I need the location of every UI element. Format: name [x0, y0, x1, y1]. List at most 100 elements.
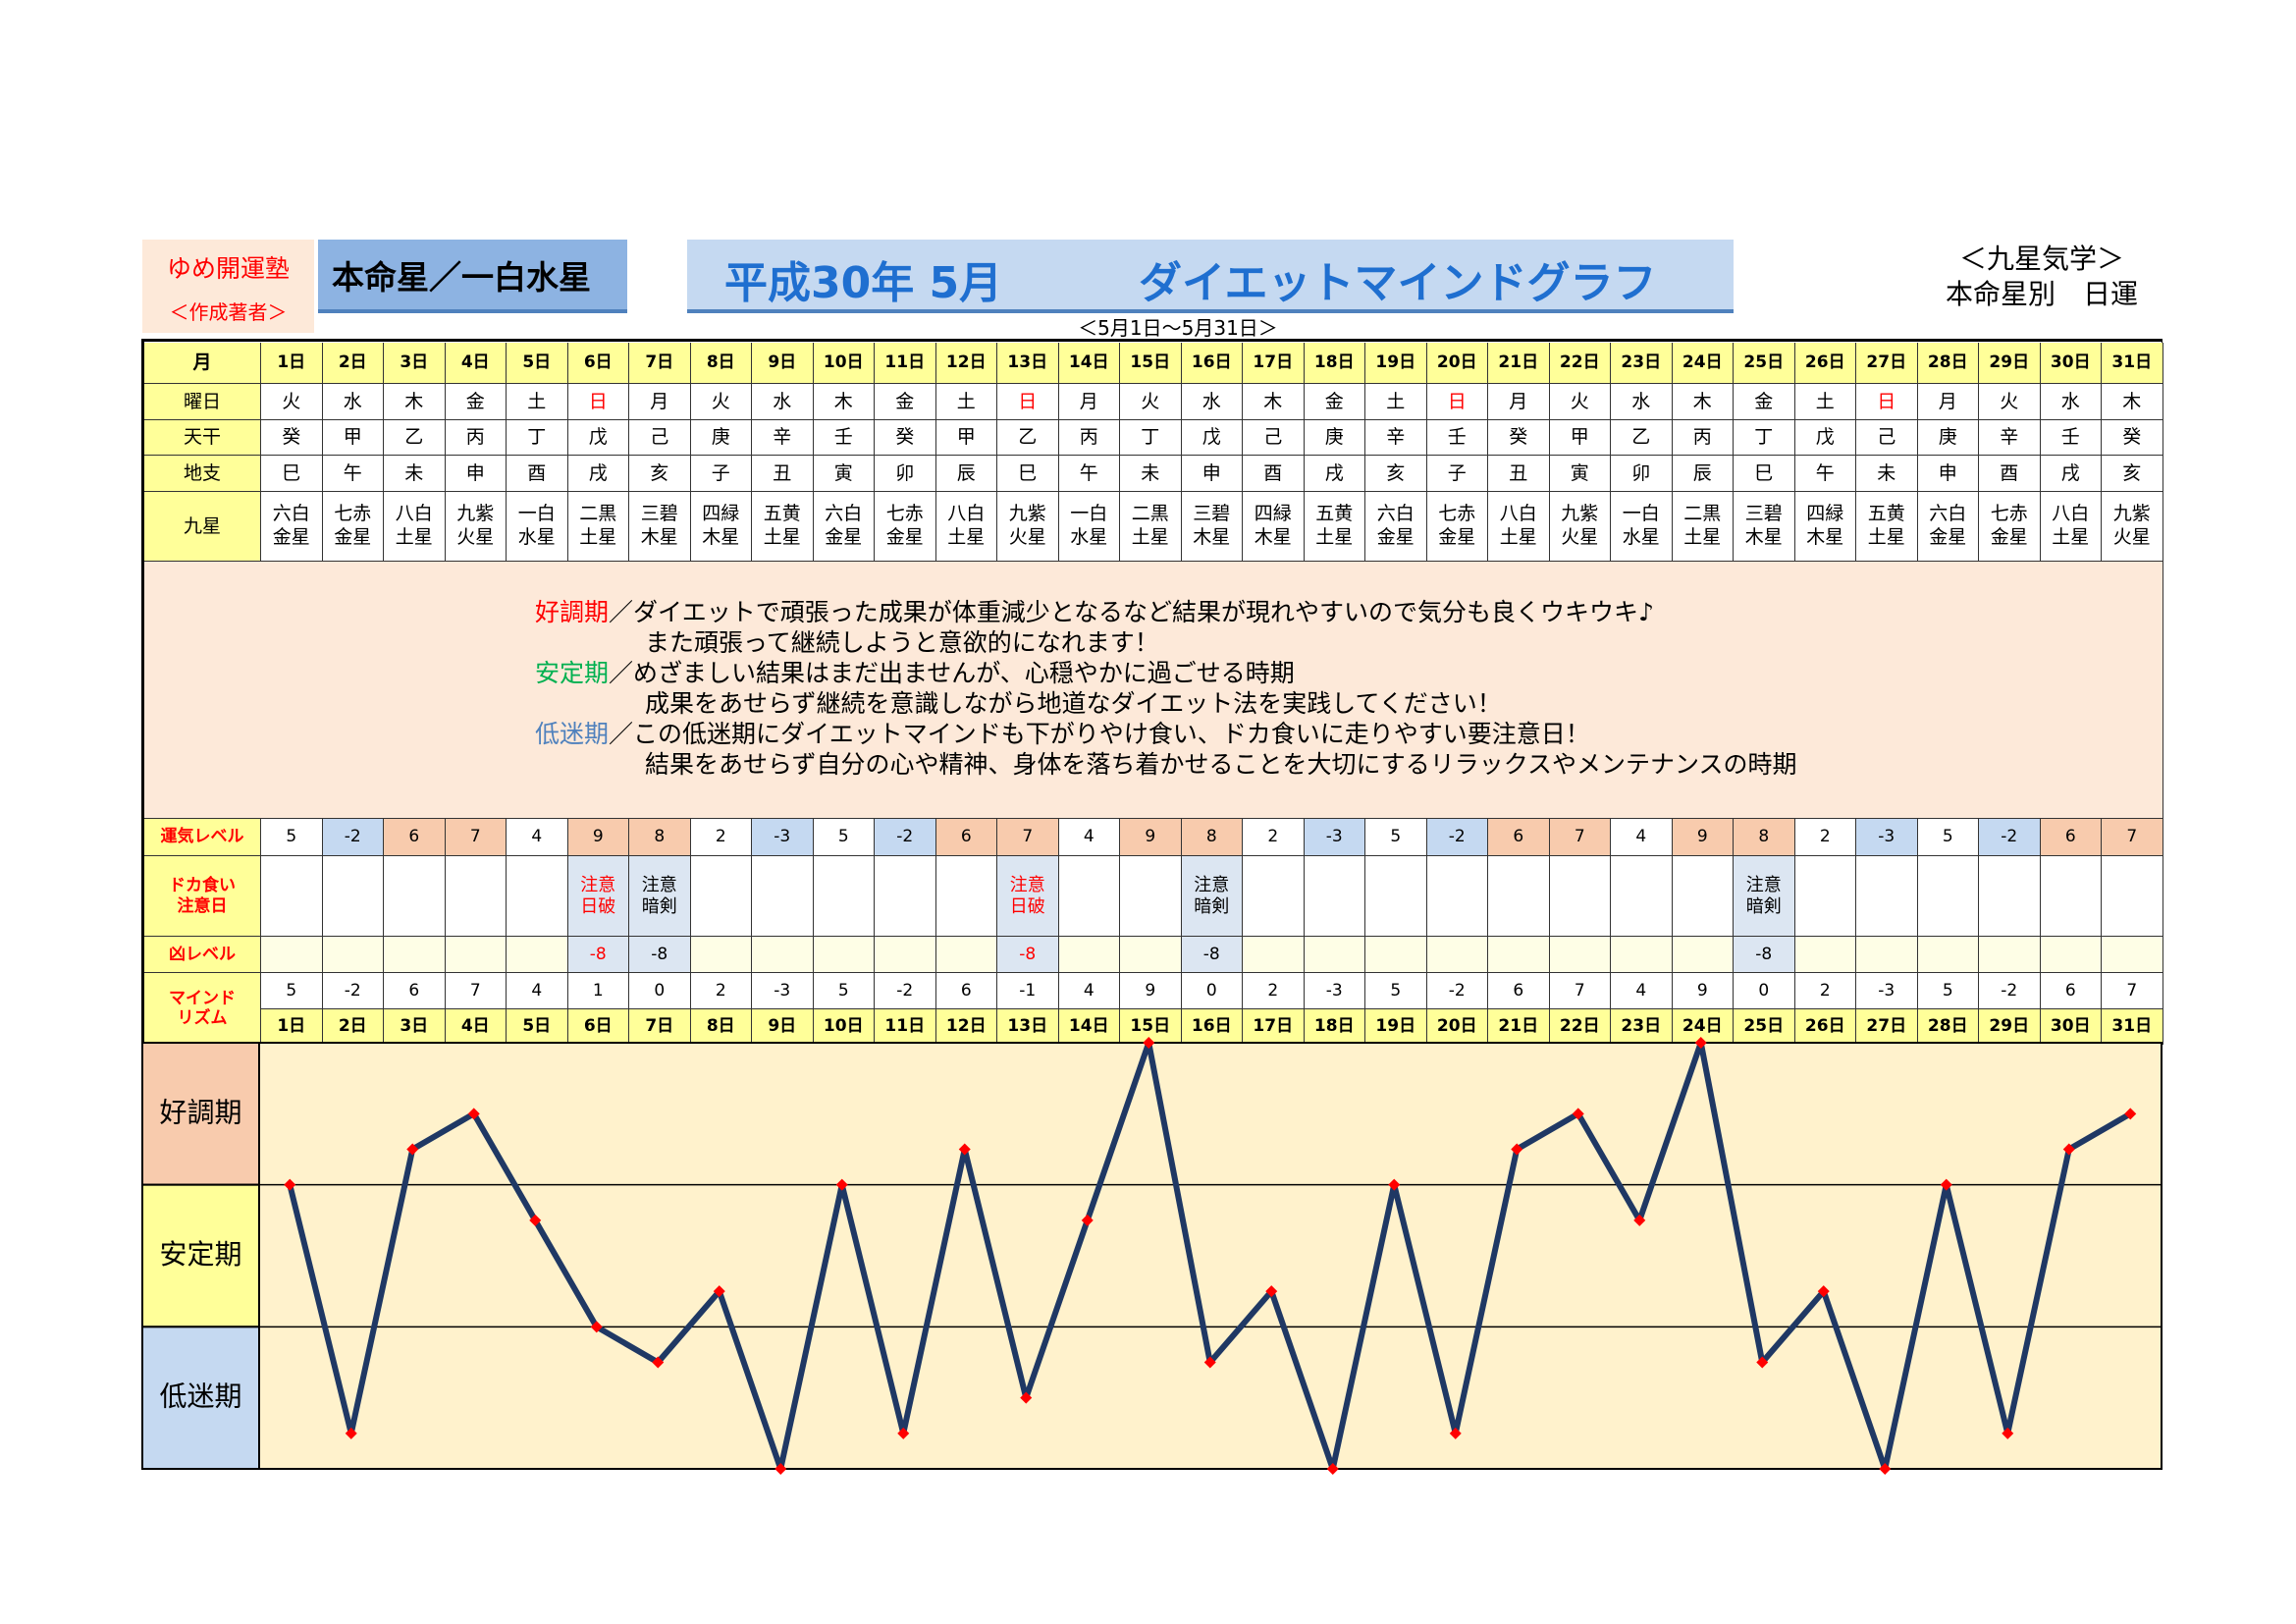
fortune-level: 7	[997, 819, 1059, 856]
day-header: 23日	[1611, 343, 1673, 384]
mind-rhythm: 4	[1611, 973, 1673, 1009]
kyusei-cell: 七赤金星	[875, 492, 936, 562]
kyusei: 三碧木星	[640, 503, 678, 548]
bad-level: -8	[567, 937, 629, 973]
kyusei-cell: 八白土星	[1488, 492, 1550, 562]
tenkan: 癸	[875, 420, 936, 456]
point-marker	[1879, 1463, 1892, 1475]
tenkan: 乙	[997, 420, 1059, 456]
notes: 好調期／ダイエットで頑張った成果が体重減少となるなど結果が現れやすいので気分も良…	[535, 597, 1797, 780]
chishi: 未	[1856, 456, 1918, 492]
day-label: 16日	[1181, 1009, 1243, 1045]
point-marker	[1265, 1285, 1278, 1298]
kyusei-cell: 五黄土星	[1856, 492, 1918, 562]
row-label-line: ドカ食い	[169, 876, 236, 896]
author-box: ゆめ開運塾 ＜作成著者＞	[142, 240, 314, 333]
day-label: 6日	[567, 1009, 629, 1045]
fortune-level: 5	[813, 819, 875, 856]
mind-rhythm: 6	[935, 973, 997, 1009]
point-marker	[1203, 1356, 1216, 1369]
author: ＜作成著者＞	[169, 300, 288, 324]
date-range: ＜5月1日～5月31日＞	[1078, 316, 1278, 340]
kyusei: 三碧木星	[1193, 503, 1231, 548]
kyusei-cell: 二黒土星	[1672, 492, 1734, 562]
mind-rhythm: 4	[507, 973, 568, 1009]
weekday: 水	[1181, 384, 1243, 420]
weekday: 火	[1979, 384, 2041, 420]
note-line: 低迷期／この低迷期にダイエットマインドも下がりやけ食い、ドカ食いに走りやすい要注…	[535, 719, 1797, 749]
day-header: 5日	[507, 343, 568, 384]
day-header: 27日	[1856, 343, 1918, 384]
point-marker	[2062, 1143, 2075, 1156]
weekday: 火	[1120, 384, 1182, 420]
chishi: 酉	[1979, 456, 2041, 492]
fortune-level: 5	[1365, 819, 1427, 856]
chishi: 酉	[1243, 456, 1305, 492]
day-label: 20日	[1426, 1009, 1488, 1045]
day-header: 19日	[1365, 343, 1427, 384]
day-label: 13日	[997, 1009, 1059, 1045]
day-label: 31日	[2102, 1009, 2163, 1045]
point-marker	[529, 1214, 542, 1226]
caution-cell	[1611, 856, 1673, 937]
bad-level	[384, 937, 446, 973]
row-label: 九星	[144, 492, 261, 562]
row-label-line: マインド	[169, 988, 236, 1008]
fortune-level: 7	[445, 819, 507, 856]
day-label: 5日	[507, 1009, 568, 1045]
weekday: 金	[445, 384, 507, 420]
tenkan: 辛	[1365, 420, 1427, 456]
day-header: 12日	[935, 343, 997, 384]
point-marker	[284, 1178, 296, 1191]
note-text: ／めざましい結果はまだ出ませんが、心穏やかに過ごせる時期	[609, 659, 1295, 687]
fortune-level: -2	[322, 819, 384, 856]
fortune-level: 6	[2040, 819, 2102, 856]
band-label-box	[141, 1183, 260, 1328]
caution-cell	[445, 856, 507, 937]
fortune-level: 9	[567, 819, 629, 856]
title-box: 平成30年 5月 ダイエットマインドグラフ	[687, 240, 1734, 313]
kyusei-cell: 九紫火星	[445, 492, 507, 562]
row-label: マインド リズム	[144, 973, 261, 1045]
point-marker	[1633, 1214, 1646, 1226]
day-header: 8日	[690, 343, 752, 384]
weekday: 木	[1243, 384, 1305, 420]
chishi: 戌	[1304, 456, 1365, 492]
bad-level	[875, 937, 936, 973]
weekday: 日	[567, 384, 629, 420]
note-label: 低迷期	[535, 720, 610, 748]
kyusei: 一白水星	[1622, 503, 1660, 548]
caution-cell: 注意 日破	[997, 856, 1059, 937]
day-label: 30日	[2040, 1009, 2102, 1045]
point-marker	[958, 1143, 971, 1156]
mind-rhythm: 5	[1365, 973, 1427, 1009]
bad-level	[1365, 937, 1427, 973]
tenkan: 庚	[1917, 420, 1979, 456]
kyusei-cell: 六白金星	[261, 492, 323, 562]
fortune-level: -2	[1426, 819, 1488, 856]
chishi: 辰	[1672, 456, 1734, 492]
kyusei-cell: 七赤金星	[322, 492, 384, 562]
day-header: 24日	[1672, 343, 1734, 384]
kyusei: 六白金星	[1929, 503, 1967, 548]
fortune-level: 2	[1243, 819, 1305, 856]
tenkan: 丁	[1734, 420, 1795, 456]
tenkan: 丙	[445, 420, 507, 456]
point-marker	[1694, 1037, 1707, 1049]
notes-box: 好調期／ダイエットで頑張った成果が体重減少となるなど結果が現れやすいので気分も良…	[144, 562, 2163, 819]
kyusei-cell: 九紫火星	[1549, 492, 1611, 562]
tenkan: 甲	[322, 420, 384, 456]
mind-rhythm: -2	[1979, 973, 2041, 1009]
day-label: 26日	[1794, 1009, 1856, 1045]
chishi: 巳	[1734, 456, 1795, 492]
kyusei: 七赤金星	[885, 503, 924, 548]
fortune-level: 4	[1611, 819, 1673, 856]
day-label: 9日	[752, 1009, 814, 1045]
fortune-level: 7	[2102, 819, 2163, 856]
fortune-level: 8	[629, 819, 691, 856]
side-title: ＜九星気学＞	[1958, 243, 2124, 275]
fortune-level: -2	[875, 819, 936, 856]
band-label: 好調期	[159, 1096, 241, 1128]
kyusei: 七赤金星	[1438, 503, 1476, 548]
day-label: 22日	[1549, 1009, 1611, 1045]
